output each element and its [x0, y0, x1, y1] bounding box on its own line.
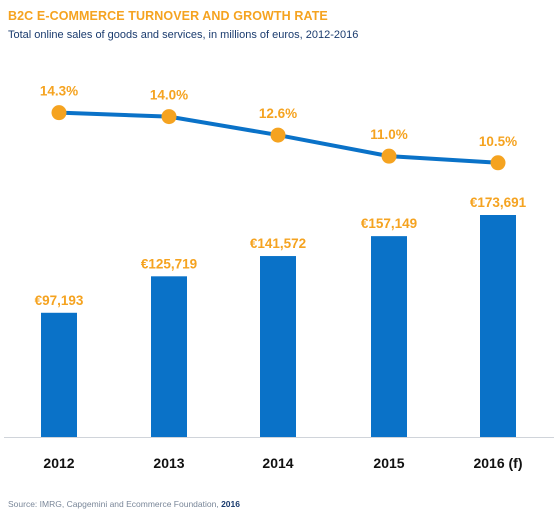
- x-tick-label: 2014: [262, 455, 293, 471]
- bar-value-label: €157,149: [361, 216, 417, 231]
- chart-title: B2C E-COMMERCE TURNOVER AND GROWTH RATE: [8, 9, 328, 23]
- growth-value-label: 11.0%: [370, 127, 408, 142]
- source-text: Source: IMRG, Capgemini and Ecommerce Fo…: [8, 499, 222, 509]
- growth-value-label: 14.0%: [150, 88, 188, 103]
- bar-value-label: €125,719: [141, 256, 197, 271]
- growth-point: [51, 105, 67, 121]
- chart-subtitle: Total online sales of goods and services…: [8, 29, 359, 41]
- bar-2014: [260, 256, 296, 437]
- bar-2015: [371, 236, 407, 437]
- x-tick-label: 2012: [43, 455, 74, 471]
- growth-point: [270, 127, 286, 143]
- growth-point: [161, 109, 177, 125]
- growth-value-label: 14.3%: [40, 84, 78, 99]
- growth-value-label: 10.5%: [479, 134, 517, 149]
- bar-2012: [41, 312, 77, 437]
- bar-value-label: €173,691: [470, 195, 527, 210]
- growth-value-label: 12.6%: [259, 106, 297, 121]
- growth-point: [381, 148, 397, 164]
- x-tick-label: 2013: [153, 455, 184, 471]
- chart-canvas: €97,193 €125,719 €141,572 €157,149 €173,691 2…: [4, 84, 554, 471]
- bar-value-label: €141,572: [250, 236, 306, 251]
- growth-point: [490, 155, 506, 171]
- source-note: Source: IMRG, Capgemini and Ecommerce Fo…: [8, 499, 240, 509]
- bar-value-label: €97,193: [35, 293, 84, 308]
- x-tick-label: 2015: [373, 455, 404, 471]
- x-tick-label: 2016 (f): [473, 455, 522, 471]
- bar-2016-f: [480, 215, 516, 437]
- source-year: 2016: [221, 499, 240, 509]
- bar-2013: [151, 276, 187, 437]
